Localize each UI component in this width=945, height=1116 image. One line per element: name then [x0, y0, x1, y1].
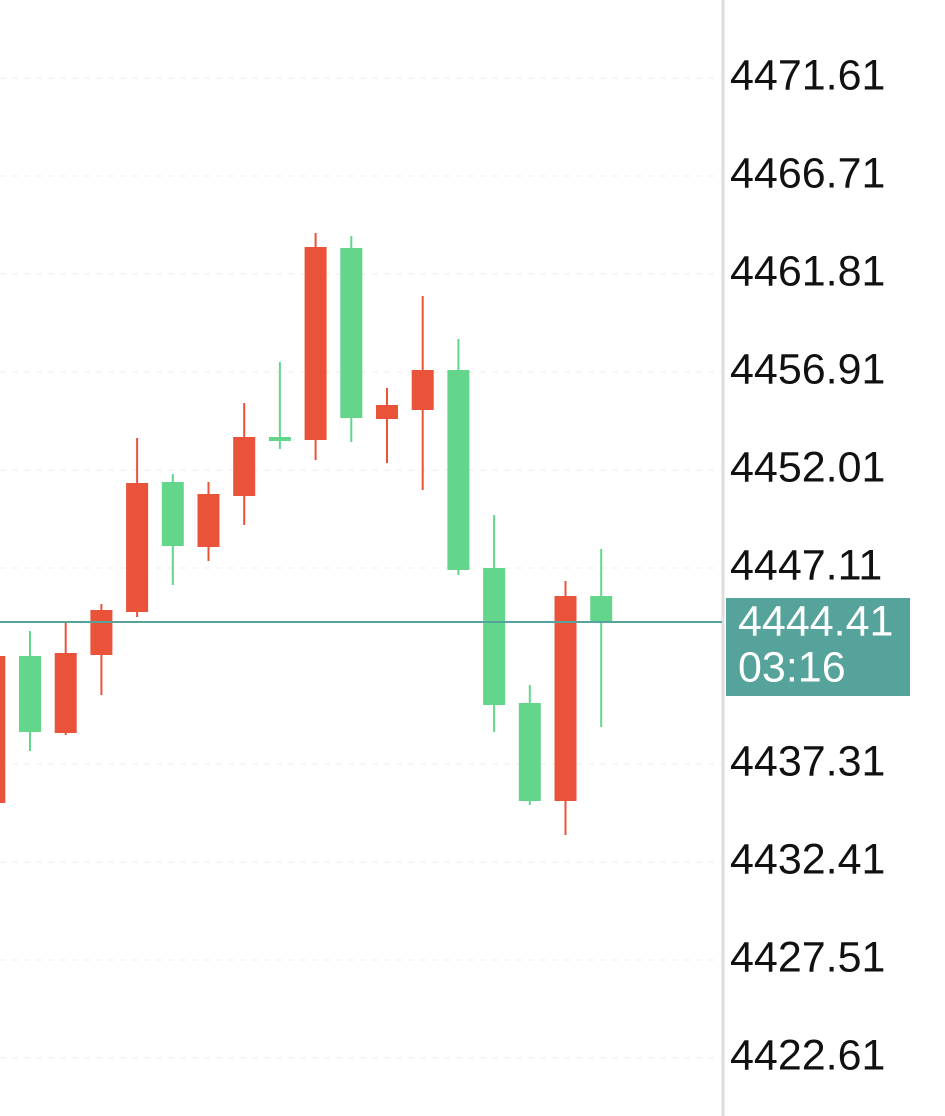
candle-body [90, 610, 113, 655]
candle-body [54, 653, 77, 733]
y-tick-label: 4471.61 [730, 51, 885, 99]
candle-body [19, 656, 41, 732]
candle-body [161, 482, 184, 546]
candle-body [554, 596, 577, 801]
y-tick-label: 4466.71 [730, 149, 885, 197]
y-tick-label: 4456.91 [730, 345, 885, 393]
last-price-box [726, 598, 910, 696]
y-tick-label: 4461.81 [730, 247, 885, 295]
y-tick-label: 4427.51 [730, 933, 885, 981]
y-tick-label: 4432.41 [730, 835, 885, 883]
candle-body [376, 405, 398, 419]
y-tick-label: 4447.11 [730, 541, 882, 589]
candle-body [590, 596, 613, 622]
candle-body [483, 568, 506, 705]
y-tick-label: 4437.31 [730, 737, 885, 785]
candle-body [126, 483, 149, 612]
candle-body [340, 248, 363, 418]
y-tick-label: 4452.01 [730, 443, 885, 491]
candle-body [0, 656, 6, 803]
candle-body [268, 437, 291, 441]
candle-body [518, 703, 541, 801]
y-tick-label: 4422.61 [730, 1031, 885, 1079]
countdown-label: 03:16 [738, 643, 846, 691]
candle-body [304, 247, 327, 440]
candle-body [411, 370, 434, 410]
candle-body [197, 494, 220, 547]
last-price-label: 4444.41 [738, 597, 893, 645]
candle-body [447, 370, 470, 570]
candle-body [233, 437, 256, 496]
